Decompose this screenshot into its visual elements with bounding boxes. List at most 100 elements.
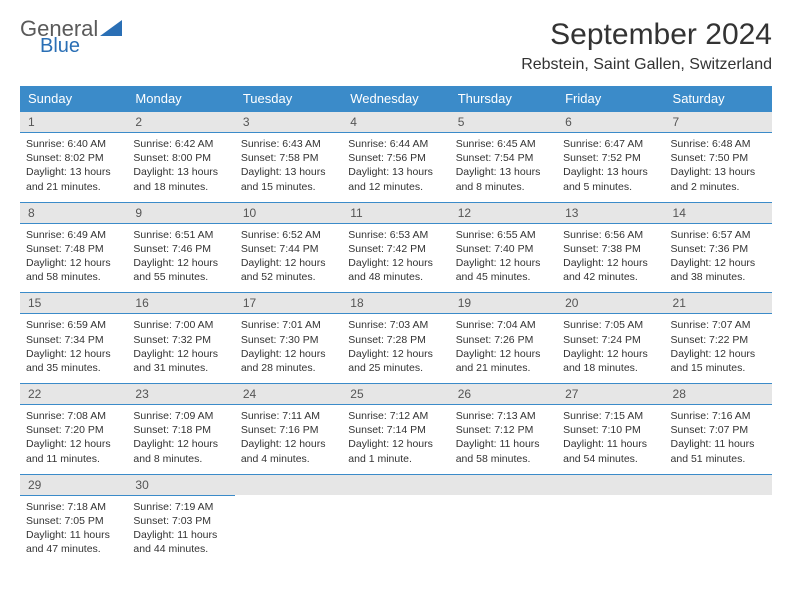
day-info-cell: Sunrise: 6:57 AMSunset: 7:36 PMDaylight:… xyxy=(665,223,772,293)
day-info-cell: Sunrise: 7:01 AMSunset: 7:30 PMDaylight:… xyxy=(235,314,342,384)
day-info-cell: Sunrise: 6:55 AMSunset: 7:40 PMDaylight:… xyxy=(450,223,557,293)
daylight-text: Daylight: 13 hours and 2 minutes. xyxy=(671,165,766,193)
day-info-cell: Sunrise: 6:52 AMSunset: 7:44 PMDaylight:… xyxy=(235,223,342,293)
sunrise-text: Sunrise: 7:09 AM xyxy=(133,409,228,423)
location-subtitle: Rebstein, Saint Gallen, Switzerland xyxy=(521,56,772,74)
day-info-cell: Sunrise: 6:45 AMSunset: 7:54 PMDaylight:… xyxy=(450,133,557,203)
weekday-header: Wednesday xyxy=(342,86,449,112)
sunset-text: Sunset: 7:40 PM xyxy=(456,242,551,256)
day-info-cell: Sunrise: 7:05 AMSunset: 7:24 PMDaylight:… xyxy=(557,314,664,384)
daylight-text: Daylight: 12 hours and 35 minutes. xyxy=(26,347,121,375)
daylight-text: Daylight: 12 hours and 38 minutes. xyxy=(671,256,766,284)
sunrise-text: Sunrise: 6:53 AM xyxy=(348,228,443,242)
day-info-cell: Sunrise: 7:15 AMSunset: 7:10 PMDaylight:… xyxy=(557,405,664,475)
day-number-cell: 17 xyxy=(235,293,342,314)
weekday-header-row: Sunday Monday Tuesday Wednesday Thursday… xyxy=(20,86,772,112)
day-info-cell: Sunrise: 6:56 AMSunset: 7:38 PMDaylight:… xyxy=(557,223,664,293)
day-number-cell: 29 xyxy=(20,474,127,495)
daylight-text: Daylight: 12 hours and 11 minutes. xyxy=(26,437,121,465)
day-number-cell: 23 xyxy=(127,384,234,405)
day-number-cell xyxy=(342,474,449,495)
day-info-cell: Sunrise: 6:42 AMSunset: 8:00 PMDaylight:… xyxy=(127,133,234,203)
day-number-cell: 25 xyxy=(342,384,449,405)
day-info-cell: Sunrise: 7:07 AMSunset: 7:22 PMDaylight:… xyxy=(665,314,772,384)
day-number-cell: 14 xyxy=(665,202,772,223)
sunrise-text: Sunrise: 7:01 AM xyxy=(241,318,336,332)
day-info-cell: Sunrise: 7:12 AMSunset: 7:14 PMDaylight:… xyxy=(342,405,449,475)
sunset-text: Sunset: 8:02 PM xyxy=(26,151,121,165)
day-number-cell: 22 xyxy=(20,384,127,405)
daylight-text: Daylight: 13 hours and 12 minutes. xyxy=(348,165,443,193)
day-info-cell: Sunrise: 7:13 AMSunset: 7:12 PMDaylight:… xyxy=(450,405,557,475)
daylight-text: Daylight: 12 hours and 15 minutes. xyxy=(671,347,766,375)
sunrise-text: Sunrise: 7:03 AM xyxy=(348,318,443,332)
sunset-text: Sunset: 7:52 PM xyxy=(563,151,658,165)
daylight-text: Daylight: 12 hours and 55 minutes. xyxy=(133,256,228,284)
daylight-text: Daylight: 13 hours and 5 minutes. xyxy=(563,165,658,193)
day-number-cell xyxy=(450,474,557,495)
sunrise-text: Sunrise: 6:57 AM xyxy=(671,228,766,242)
sunset-text: Sunset: 7:56 PM xyxy=(348,151,443,165)
sunrise-text: Sunrise: 6:45 AM xyxy=(456,137,551,151)
daylight-text: Daylight: 12 hours and 31 minutes. xyxy=(133,347,228,375)
weekday-header: Saturday xyxy=(665,86,772,112)
day-number-cell: 4 xyxy=(342,112,449,133)
weekday-header: Sunday xyxy=(20,86,127,112)
weekday-header: Thursday xyxy=(450,86,557,112)
sunrise-text: Sunrise: 6:48 AM xyxy=(671,137,766,151)
sunrise-text: Sunrise: 7:08 AM xyxy=(26,409,121,423)
day-info-cell: Sunrise: 7:00 AMSunset: 7:32 PMDaylight:… xyxy=(127,314,234,384)
day-info-cell: Sunrise: 7:04 AMSunset: 7:26 PMDaylight:… xyxy=(450,314,557,384)
sunrise-text: Sunrise: 7:19 AM xyxy=(133,500,228,514)
daylight-text: Daylight: 12 hours and 52 minutes. xyxy=(241,256,336,284)
day-number-cell: 27 xyxy=(557,384,664,405)
sunset-text: Sunset: 7:46 PM xyxy=(133,242,228,256)
weekday-header: Monday xyxy=(127,86,234,112)
day-info-cell: Sunrise: 7:18 AMSunset: 7:05 PMDaylight:… xyxy=(20,495,127,564)
sunrise-text: Sunrise: 7:11 AM xyxy=(241,409,336,423)
day-info-cell: Sunrise: 7:11 AMSunset: 7:16 PMDaylight:… xyxy=(235,405,342,475)
weekday-header: Friday xyxy=(557,86,664,112)
sunrise-text: Sunrise: 6:52 AM xyxy=(241,228,336,242)
sunset-text: Sunset: 7:12 PM xyxy=(456,423,551,437)
day-number-row: 2930 xyxy=(20,474,772,495)
daylight-text: Daylight: 12 hours and 18 minutes. xyxy=(563,347,658,375)
day-info-cell xyxy=(235,495,342,564)
sunrise-text: Sunrise: 6:51 AM xyxy=(133,228,228,242)
day-number-cell xyxy=(557,474,664,495)
day-info-row: Sunrise: 6:49 AMSunset: 7:48 PMDaylight:… xyxy=(20,223,772,293)
sunset-text: Sunset: 7:28 PM xyxy=(348,333,443,347)
day-number-cell: 12 xyxy=(450,202,557,223)
logo-triangle-icon xyxy=(100,20,122,36)
day-number-cell: 7 xyxy=(665,112,772,133)
sunset-text: Sunset: 7:42 PM xyxy=(348,242,443,256)
sunset-text: Sunset: 7:32 PM xyxy=(133,333,228,347)
daylight-text: Daylight: 12 hours and 25 minutes. xyxy=(348,347,443,375)
day-number-cell: 19 xyxy=(450,293,557,314)
sunrise-text: Sunrise: 6:47 AM xyxy=(563,137,658,151)
daylight-text: Daylight: 13 hours and 15 minutes. xyxy=(241,165,336,193)
day-info-cell xyxy=(342,495,449,564)
daylight-text: Daylight: 11 hours and 47 minutes. xyxy=(26,528,121,556)
sunrise-text: Sunrise: 7:00 AM xyxy=(133,318,228,332)
day-info-cell: Sunrise: 6:43 AMSunset: 7:58 PMDaylight:… xyxy=(235,133,342,203)
sunset-text: Sunset: 8:00 PM xyxy=(133,151,228,165)
sunrise-text: Sunrise: 6:56 AM xyxy=(563,228,658,242)
page-title: September 2024 xyxy=(521,18,772,52)
daylight-text: Daylight: 12 hours and 4 minutes. xyxy=(241,437,336,465)
day-number-cell: 30 xyxy=(127,474,234,495)
day-info-cell: Sunrise: 6:44 AMSunset: 7:56 PMDaylight:… xyxy=(342,133,449,203)
sunrise-text: Sunrise: 6:43 AM xyxy=(241,137,336,151)
sunrise-text: Sunrise: 6:55 AM xyxy=(456,228,551,242)
day-number-cell: 24 xyxy=(235,384,342,405)
header: General Blue September 2024 Rebstein, Sa… xyxy=(20,18,772,74)
sunset-text: Sunset: 7:20 PM xyxy=(26,423,121,437)
sunrise-text: Sunrise: 7:15 AM xyxy=(563,409,658,423)
sunset-text: Sunset: 7:18 PM xyxy=(133,423,228,437)
day-number-row: 15161718192021 xyxy=(20,293,772,314)
day-info-cell: Sunrise: 6:40 AMSunset: 8:02 PMDaylight:… xyxy=(20,133,127,203)
sunrise-text: Sunrise: 6:40 AM xyxy=(26,137,121,151)
weekday-header: Tuesday xyxy=(235,86,342,112)
day-number-cell: 1 xyxy=(20,112,127,133)
sunrise-text: Sunrise: 7:05 AM xyxy=(563,318,658,332)
